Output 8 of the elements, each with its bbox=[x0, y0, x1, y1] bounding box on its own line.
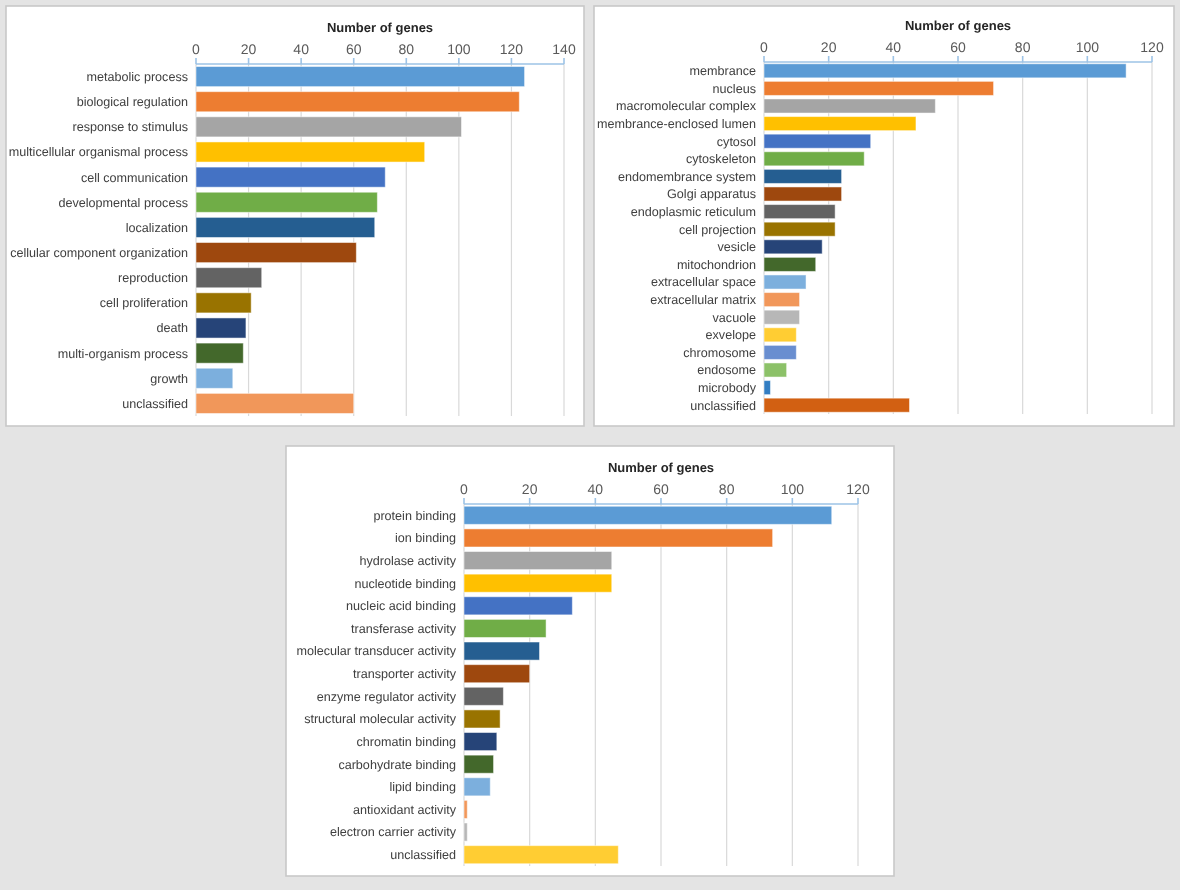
bar bbox=[195, 392, 355, 414]
bar bbox=[195, 66, 526, 88]
bar bbox=[195, 242, 357, 264]
bar bbox=[195, 191, 378, 213]
bar bbox=[195, 367, 234, 389]
bar bbox=[195, 267, 263, 289]
bar bbox=[195, 216, 376, 238]
bar bbox=[195, 91, 520, 113]
